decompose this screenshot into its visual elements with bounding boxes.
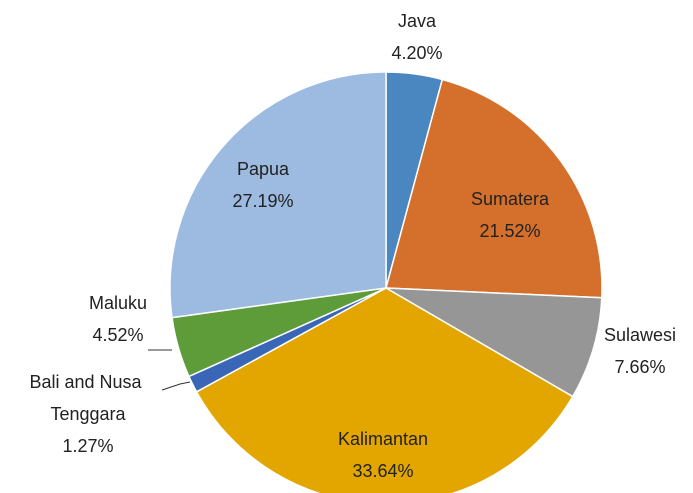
pie-slice bbox=[385, 287, 603, 398]
category-label: Papua bbox=[237, 159, 290, 179]
category-label: Kalimantan bbox=[338, 429, 428, 449]
pie-slice bbox=[195, 287, 574, 493]
category-label: Java bbox=[398, 11, 437, 31]
leader-line bbox=[161, 381, 191, 391]
value-label: 4.52% bbox=[92, 325, 143, 345]
value-label: 27.19% bbox=[232, 191, 293, 211]
label-line: Tenggara bbox=[50, 404, 126, 424]
value-label: 21.52% bbox=[479, 221, 540, 241]
value-label: 4.20% bbox=[391, 43, 442, 63]
category-label: Maluku bbox=[89, 293, 147, 313]
category-label: Sumatera bbox=[471, 189, 550, 209]
pie-slice bbox=[385, 78, 603, 299]
value-label: 33.64% bbox=[352, 461, 413, 481]
value-label: 7.66% bbox=[614, 357, 665, 377]
pie-slice bbox=[169, 71, 387, 319]
label-line: Bali and Nusa bbox=[29, 372, 146, 392]
category-label: Bali and Nusa Tenggara bbox=[29, 372, 146, 424]
category-label: Sulawesi bbox=[604, 325, 676, 345]
value-label: 1.27% bbox=[62, 436, 113, 456]
